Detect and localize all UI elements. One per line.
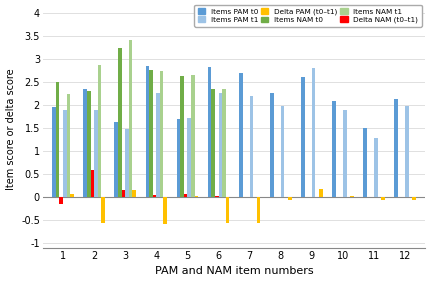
Bar [63, 110, 66, 197]
Bar [145, 66, 149, 197]
Bar [125, 129, 129, 197]
Bar [362, 128, 366, 197]
Bar [152, 195, 156, 197]
Bar [287, 197, 291, 200]
Bar [221, 89, 225, 197]
Bar [373, 138, 377, 197]
Bar [215, 196, 218, 197]
Bar [207, 67, 211, 197]
Bar [149, 70, 152, 197]
Bar [404, 106, 408, 197]
Bar [280, 106, 284, 197]
Bar [87, 91, 90, 197]
Bar [211, 89, 215, 197]
Bar [156, 93, 160, 197]
Bar [301, 78, 304, 197]
Bar [318, 189, 322, 197]
Bar [238, 73, 242, 197]
Bar [187, 118, 190, 197]
Bar [70, 194, 74, 197]
Y-axis label: Item score or delta score: Item score or delta score [6, 69, 15, 190]
Bar [160, 70, 163, 197]
Bar [176, 119, 180, 197]
Bar [381, 197, 384, 200]
Bar [129, 40, 132, 197]
Bar [52, 107, 56, 197]
Bar [83, 89, 87, 197]
Bar [132, 190, 135, 197]
Bar [180, 76, 184, 197]
Legend: Items PAM t0, Items PAM t1, Delta PAM (t0–t1), Items NAM t0, Items NAM t1, Delta: Items PAM t0, Items PAM t1, Delta PAM (t… [194, 5, 421, 27]
Bar [218, 93, 221, 197]
Bar [114, 122, 118, 197]
Bar [270, 93, 273, 197]
Bar [121, 190, 125, 197]
Bar [56, 82, 59, 197]
Bar [249, 96, 253, 197]
Bar [98, 65, 101, 197]
Bar [66, 94, 70, 197]
Bar [59, 197, 63, 204]
Bar [332, 101, 335, 197]
Bar [163, 197, 167, 224]
Bar [256, 197, 260, 223]
Bar [393, 99, 397, 197]
Bar [184, 194, 187, 197]
Bar [94, 110, 98, 197]
Bar [118, 48, 121, 197]
Bar [101, 197, 104, 223]
X-axis label: PAM and NAM item numbers: PAM and NAM item numbers [154, 266, 313, 276]
Bar [342, 110, 346, 197]
Bar [190, 75, 194, 197]
Bar [225, 197, 229, 223]
Bar [311, 68, 315, 197]
Bar [90, 170, 94, 197]
Bar [412, 197, 415, 200]
